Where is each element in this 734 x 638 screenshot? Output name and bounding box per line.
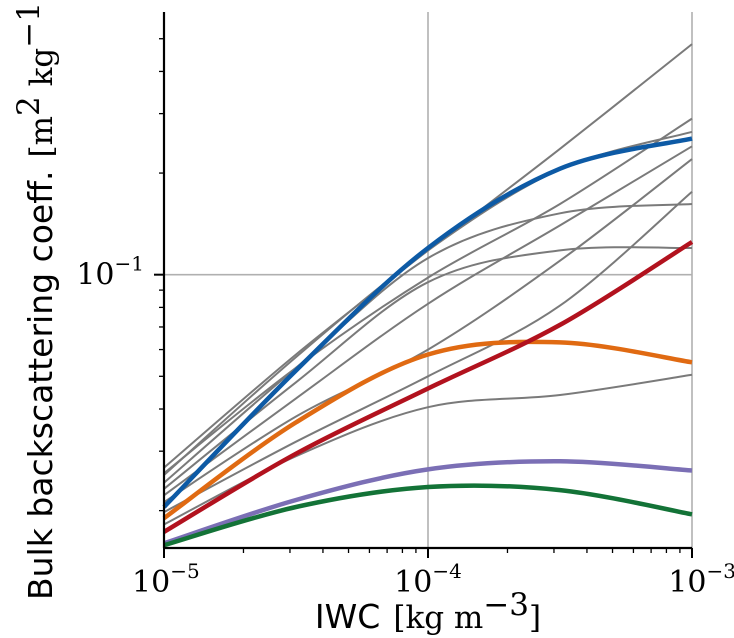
series-line-3 (163, 203, 693, 484)
series-line-11 (162, 339, 693, 521)
series-group (162, 43, 694, 548)
series-line-12 (162, 240, 694, 534)
x-tick-label: 10−3 (668, 559, 734, 600)
series-line-14 (163, 483, 693, 548)
series-line-13 (163, 459, 693, 546)
series-line-10 (162, 136, 693, 509)
y-tick-label: 10−1 (76, 252, 144, 293)
y-axis-label: Bulk backscattering coeff. [m2 kg−1 sr (11, 0, 60, 600)
series-line-7 (163, 158, 693, 503)
x-axis-label: IWC [kg m−3] (315, 587, 541, 636)
series-line-6 (163, 145, 693, 497)
x-tick-label: 10−4 (394, 559, 462, 600)
series-line-8 (163, 191, 693, 513)
ticks: 10−5 10−4 10−3 10−1 (76, 38, 734, 600)
series-line-5 (163, 117, 693, 475)
x-tick-label: 10−5 (132, 559, 200, 600)
